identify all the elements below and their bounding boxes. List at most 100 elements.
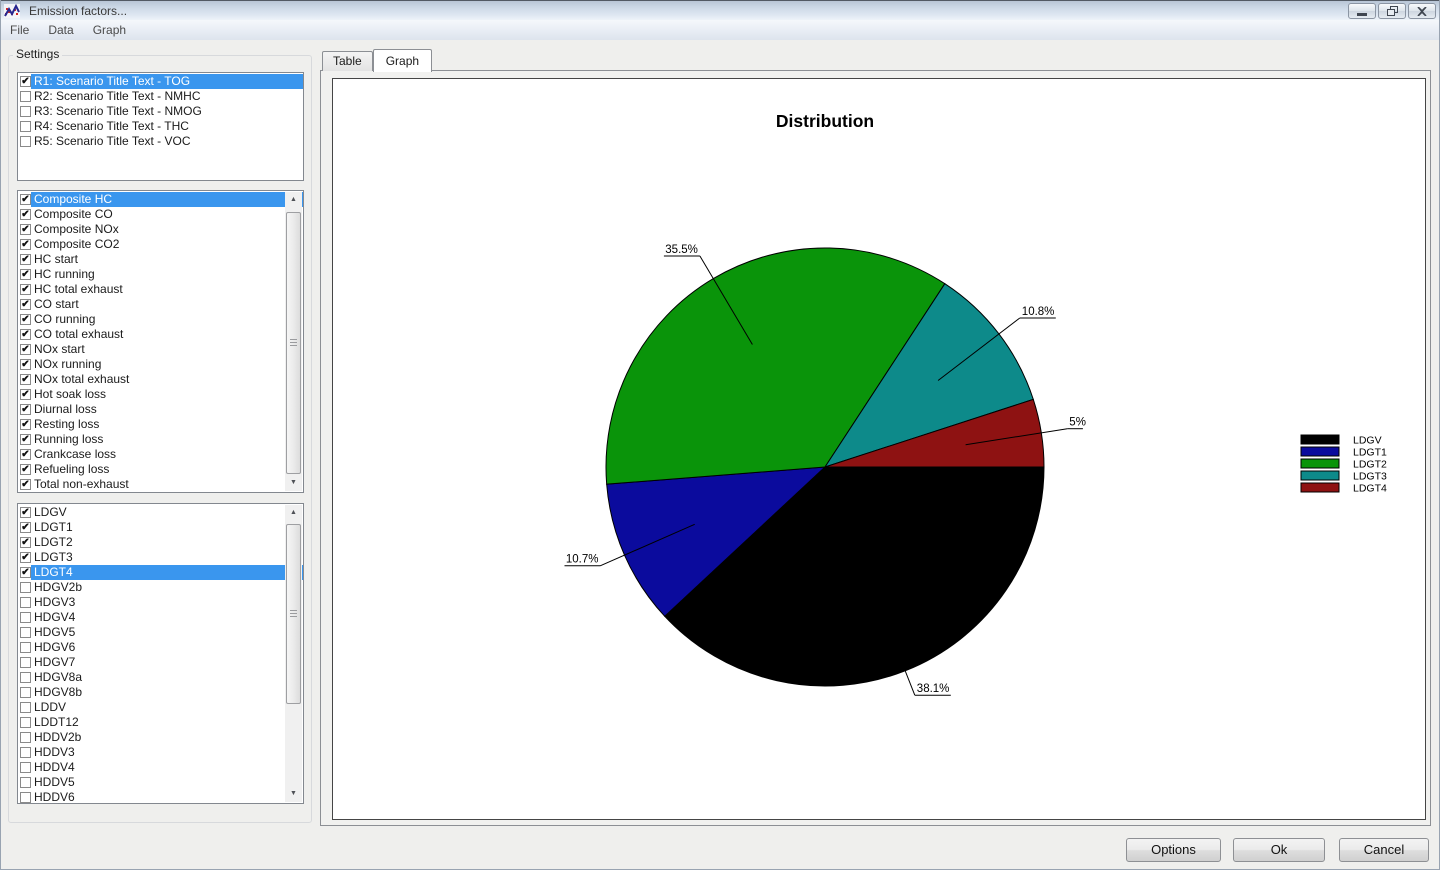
list-item[interactable]: HDGV3 — [18, 595, 303, 610]
unchecked-checkbox-icon[interactable] — [20, 747, 31, 758]
menu-graph[interactable]: Graph — [92, 23, 127, 37]
tab-table[interactable]: Table — [322, 51, 373, 71]
checked-checkbox-icon[interactable]: ✔ — [20, 567, 31, 578]
list-item[interactable]: R4: Scenario Title Text - THC — [18, 119, 303, 134]
pollutant-list[interactable]: ▲ ▼ ✔ Composite HC ✔ Composite CO ✔ Composite… — [17, 190, 304, 493]
list-item[interactable]: HDGV8b — [18, 685, 303, 700]
checked-checkbox-icon[interactable]: ✔ — [20, 344, 31, 355]
checked-checkbox-icon[interactable]: ✔ — [20, 479, 31, 490]
list-item[interactable]: ✔ Refueling loss — [18, 462, 303, 477]
checked-checkbox-icon[interactable]: ✔ — [20, 419, 31, 430]
list-item[interactable]: ✔ HC running — [18, 267, 303, 282]
list-item[interactable]: ✔ HC start — [18, 252, 303, 267]
checked-checkbox-icon[interactable]: ✔ — [20, 254, 31, 265]
checked-checkbox-icon[interactable]: ✔ — [20, 239, 31, 250]
scroll-down-icon[interactable]: ▼ — [285, 475, 302, 491]
unchecked-checkbox-icon[interactable] — [20, 136, 31, 147]
checked-checkbox-icon[interactable]: ✔ — [20, 284, 31, 295]
unchecked-checkbox-icon[interactable] — [20, 792, 31, 803]
list-item[interactable]: ✔ R1: Scenario Title Text - TOG — [18, 74, 303, 89]
list-item[interactable]: ✔ Composite HC — [18, 192, 303, 207]
menu-data[interactable]: Data — [48, 23, 74, 37]
list-item[interactable]: HDGV5 — [18, 625, 303, 640]
unchecked-checkbox-icon[interactable] — [20, 106, 31, 117]
list-item[interactable]: HDGV6 — [18, 640, 303, 655]
scrollbar-thumb[interactable] — [286, 212, 301, 474]
unchecked-checkbox-icon[interactable] — [20, 597, 31, 608]
list-item[interactable]: ✔ Running loss — [18, 432, 303, 447]
list-item[interactable]: ✔ Resting loss — [18, 417, 303, 432]
checked-checkbox-icon[interactable]: ✔ — [20, 389, 31, 400]
list-item[interactable]: ✔ CO total exhaust — [18, 327, 303, 342]
unchecked-checkbox-icon[interactable] — [20, 702, 31, 713]
checked-checkbox-icon[interactable]: ✔ — [20, 314, 31, 325]
unchecked-checkbox-icon[interactable] — [20, 717, 31, 728]
checked-checkbox-icon[interactable]: ✔ — [20, 434, 31, 445]
list-item[interactable]: HDDV5 — [18, 775, 303, 790]
list-item[interactable]: LDDT12 — [18, 715, 303, 730]
list-item[interactable]: ✔ Composite NOx — [18, 222, 303, 237]
checked-checkbox-icon[interactable]: ✔ — [20, 537, 31, 548]
restore-button[interactable] — [1378, 3, 1406, 19]
checked-checkbox-icon[interactable]: ✔ — [20, 224, 31, 235]
list-item[interactable]: R2: Scenario Title Text - NMHC — [18, 89, 303, 104]
list-item[interactable]: HDGV2b — [18, 580, 303, 595]
list-item[interactable]: R3: Scenario Title Text - NMOG — [18, 104, 303, 119]
scroll-up-icon[interactable]: ▲ — [285, 505, 302, 521]
list-item[interactable]: R5: Scenario Title Text - VOC — [18, 134, 303, 149]
checked-checkbox-icon[interactable]: ✔ — [20, 359, 31, 370]
list-item[interactable]: ✔ Total non-exhaust — [18, 477, 303, 492]
scrollbar-thumb[interactable] — [286, 524, 301, 704]
list-item[interactable]: HDDV4 — [18, 760, 303, 775]
list-item[interactable]: ✔ Diurnal loss — [18, 402, 303, 417]
list-item[interactable]: ✔ NOx running — [18, 357, 303, 372]
list-item[interactable]: HDDV3 — [18, 745, 303, 760]
unchecked-checkbox-icon[interactable] — [20, 582, 31, 593]
vehicle-list[interactable]: ▲ ▼ ✔ LDGV ✔ LDGT1 ✔ LDGT2 ✔ LDGT3 ✔ LDGT4 HDGV2b H… — [17, 503, 304, 804]
unchecked-checkbox-icon[interactable] — [20, 627, 31, 638]
pollutant-list-scrollbar[interactable]: ▲ ▼ — [285, 192, 302, 491]
options-button[interactable]: Options — [1126, 838, 1221, 862]
list-item[interactable]: ✔ CO start — [18, 297, 303, 312]
list-item[interactable]: ✔ Hot soak loss — [18, 387, 303, 402]
unchecked-checkbox-icon[interactable] — [20, 732, 31, 743]
list-item[interactable]: ✔ LDGV — [18, 505, 303, 520]
checked-checkbox-icon[interactable]: ✔ — [20, 374, 31, 385]
cancel-button[interactable]: Cancel — [1339, 838, 1429, 862]
scroll-up-icon[interactable]: ▲ — [285, 192, 302, 208]
minimize-button[interactable] — [1348, 3, 1376, 19]
list-item[interactable]: ✔ LDGT4 — [18, 565, 303, 580]
list-item[interactable]: HDGV4 — [18, 610, 303, 625]
list-item[interactable]: ✔ Crankcase loss — [18, 447, 303, 462]
scenario-list[interactable]: ✔ R1: Scenario Title Text - TOG R2: Scenar… — [17, 72, 304, 181]
unchecked-checkbox-icon[interactable] — [20, 91, 31, 102]
checked-checkbox-icon[interactable]: ✔ — [20, 209, 31, 220]
unchecked-checkbox-icon[interactable] — [20, 657, 31, 668]
checked-checkbox-icon[interactable]: ✔ — [20, 552, 31, 563]
checked-checkbox-icon[interactable]: ✔ — [20, 449, 31, 460]
list-item[interactable]: ✔ NOx total exhaust — [18, 372, 303, 387]
list-item[interactable]: ✔ HC total exhaust — [18, 282, 303, 297]
list-item[interactable]: ✔ NOx start — [18, 342, 303, 357]
list-item[interactable]: HDGV8a — [18, 670, 303, 685]
checked-checkbox-icon[interactable]: ✔ — [20, 329, 31, 340]
list-item[interactable]: ✔ CO running — [18, 312, 303, 327]
list-item[interactable]: ✔ LDGT3 — [18, 550, 303, 565]
checked-checkbox-icon[interactable]: ✔ — [20, 269, 31, 280]
list-item[interactable]: ✔ Composite CO2 — [18, 237, 303, 252]
list-item[interactable]: HDGV7 — [18, 655, 303, 670]
menu-file[interactable]: File — [10, 23, 30, 37]
vehicle-list-scrollbar[interactable]: ▲ ▼ — [285, 505, 302, 802]
checked-checkbox-icon[interactable]: ✔ — [20, 299, 31, 310]
checked-checkbox-icon[interactable]: ✔ — [20, 76, 31, 87]
unchecked-checkbox-icon[interactable] — [20, 672, 31, 683]
list-item[interactable]: LDDV — [18, 700, 303, 715]
list-item[interactable]: ✔ LDGT2 — [18, 535, 303, 550]
checked-checkbox-icon[interactable]: ✔ — [20, 522, 31, 533]
list-item[interactable]: HDDV6 — [18, 790, 303, 803]
checked-checkbox-icon[interactable]: ✔ — [20, 194, 31, 205]
unchecked-checkbox-icon[interactable] — [20, 687, 31, 698]
unchecked-checkbox-icon[interactable] — [20, 642, 31, 653]
checked-checkbox-icon[interactable]: ✔ — [20, 507, 31, 518]
list-item[interactable]: ✔ LDGT1 — [18, 520, 303, 535]
